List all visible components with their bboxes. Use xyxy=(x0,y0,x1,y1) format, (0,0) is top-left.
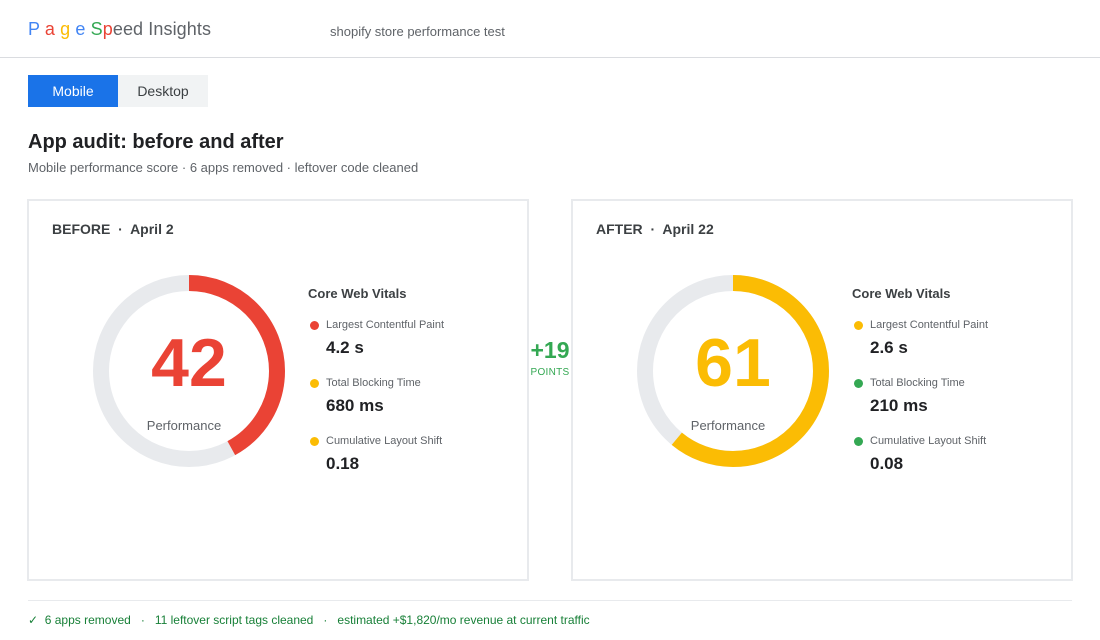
summary-footer: ✓ 6 apps removed · 11 leftover script ta… xyxy=(28,613,590,627)
after-date: April 22 xyxy=(662,221,714,237)
header-separator: · xyxy=(118,221,123,237)
pagespeed-logo[interactable]: P a g e Speed Insights xyxy=(28,19,211,40)
tab-mobile[interactable]: Mobile xyxy=(28,75,118,107)
metric-name: Total Blocking Time xyxy=(326,377,421,389)
logo-text: eed Insights xyxy=(112,19,212,39)
summary-separator: · xyxy=(140,613,145,627)
summary-separator: · xyxy=(323,613,328,627)
metric-value: 680 ms xyxy=(326,396,384,415)
metric-value: 0.08 xyxy=(870,454,904,473)
score-delta: +19 POINTS xyxy=(527,337,573,378)
metric-value: 0.18 xyxy=(326,454,360,473)
logo-letter: S xyxy=(90,19,103,39)
metric-value: 4.2 s xyxy=(326,338,364,357)
logo-letter: g xyxy=(60,19,71,39)
gauge-arc xyxy=(93,275,285,467)
logo-letter: P xyxy=(28,19,40,39)
metric-name: Largest Contentful Paint xyxy=(870,319,989,331)
performance-label: Performance xyxy=(146,418,222,433)
top-bar: P a g e Speed Insights shopify store per… xyxy=(0,0,1100,58)
delta-label: POINTS xyxy=(530,367,570,378)
metric-lcp: Largest Contentful Paint 4.2 s xyxy=(308,319,508,377)
before-score-gauge xyxy=(93,275,285,467)
metric-cls: Cumulative Layout Shift 0.18 xyxy=(308,435,508,493)
metric-tbt: Total Blocking Time 680 ms xyxy=(308,377,508,435)
after-score: 61 xyxy=(695,325,771,401)
summary-item: 11 leftover script tags cleaned xyxy=(154,613,314,627)
metric-value: 2.6 s xyxy=(870,338,908,357)
before-card-header: BEFORE · April 2 xyxy=(52,221,174,237)
status-dot xyxy=(854,321,863,330)
metric-name: Cumulative Layout Shift xyxy=(870,435,987,447)
footer-divider xyxy=(28,600,1072,601)
metric-tbt: Total Blocking Time 210 ms xyxy=(852,377,1052,435)
metric-lcp: Largest Contentful Paint 2.6 s xyxy=(852,319,1052,377)
tab-desktop[interactable]: Desktop xyxy=(118,75,208,107)
status-dot xyxy=(310,437,319,446)
device-tabs: Mobile Desktop xyxy=(28,75,208,107)
metric-name: Largest Contentful Paint xyxy=(326,319,445,331)
logo-letter: e xyxy=(75,19,86,39)
delta-value: +19 xyxy=(530,337,570,363)
before-date: April 2 xyxy=(130,221,174,237)
performance-label: Performance xyxy=(690,418,766,433)
metric-name: Total Blocking Time xyxy=(870,377,965,389)
after-score-gauge xyxy=(637,275,829,467)
before-card: BEFORE · April 2 42 Performance Core Web… xyxy=(27,199,529,581)
tested-url-query[interactable]: shopify store performance test xyxy=(330,24,505,39)
status-dot xyxy=(854,437,863,446)
logo-letter: a xyxy=(44,19,56,39)
page-title: App audit: before and after xyxy=(28,131,284,153)
logo-letter: p xyxy=(102,19,113,39)
before-label: BEFORE xyxy=(52,221,111,237)
summary-item: 6 apps removed xyxy=(44,613,131,627)
page-subtitle: Mobile performance score · 6 apps remove… xyxy=(28,160,419,175)
before-score: 42 xyxy=(151,325,227,401)
status-dot xyxy=(310,321,319,330)
summary-item: estimated +$1,820/mo revenue at current … xyxy=(337,613,590,627)
gauge-arc xyxy=(637,275,829,467)
status-dot xyxy=(854,379,863,388)
core-web-vitals: Core Web Vitals Largest Contentful Paint… xyxy=(852,286,1052,493)
vitals-title: Core Web Vitals xyxy=(308,286,407,301)
after-card-header: AFTER · April 22 xyxy=(596,221,714,237)
header-separator: · xyxy=(650,221,656,237)
core-web-vitals: Core Web Vitals Largest Contentful Paint… xyxy=(308,286,508,493)
check-icon: ✓ xyxy=(28,613,39,627)
after-label: AFTER xyxy=(596,221,643,237)
metric-name: Cumulative Layout Shift xyxy=(326,435,443,447)
metric-value: 210 ms xyxy=(870,396,928,415)
status-dot xyxy=(310,379,319,388)
vitals-title: Core Web Vitals xyxy=(852,286,951,301)
metric-cls: Cumulative Layout Shift 0.08 xyxy=(852,435,1052,493)
after-card: AFTER · April 22 61 Performance Core Web… xyxy=(571,199,1073,581)
